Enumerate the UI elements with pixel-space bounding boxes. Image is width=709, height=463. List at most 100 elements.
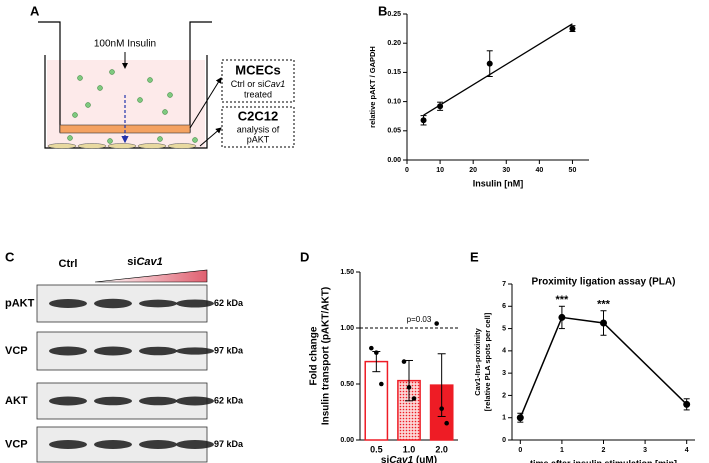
text-part: Ctrl or si <box>231 79 265 89</box>
marker <box>600 319 607 327</box>
blot-band <box>49 396 87 406</box>
lane-label: siCav1 <box>127 256 162 268</box>
x-tick-label: 50 <box>569 167 577 174</box>
y-axis-label: relative pAKT / GAPDH <box>368 46 377 128</box>
blot-band <box>176 299 214 308</box>
data-point <box>444 420 449 426</box>
data-point <box>401 359 407 364</box>
y-tick-label: 1.00 <box>340 325 354 332</box>
x-tick-label: 0.5 <box>370 444 383 454</box>
blot-band <box>49 440 87 449</box>
y-tick-label: 0.05 <box>387 128 401 135</box>
significance: *** <box>597 299 611 311</box>
chart-title: Proximity ligation assay (PLA) <box>532 277 676 288</box>
blot-band <box>139 346 177 356</box>
blot-band <box>139 299 177 308</box>
y-tick-label: 0.20 <box>387 40 401 47</box>
row-label: AKT <box>5 395 28 407</box>
marker <box>420 117 427 124</box>
data-point <box>411 396 417 401</box>
y-tick-label: 0.00 <box>387 157 401 164</box>
y-tick-label: 3 <box>502 370 506 377</box>
blot-band <box>139 440 177 449</box>
x-axis-label: Insulin [nM] <box>473 178 524 188</box>
y-tick-label: 0.25 <box>387 11 401 18</box>
y-tick-label: 5 <box>502 325 506 332</box>
x-tick-label: 10 <box>436 167 444 174</box>
blot-band <box>176 396 214 406</box>
marker <box>558 313 566 321</box>
size-label: 62 kDa <box>214 298 244 308</box>
y-axis-label: [relative PLA spots per cell] <box>483 312 492 411</box>
y-tick-label: 2 <box>502 392 506 399</box>
x-tick-label: 0 <box>405 167 409 174</box>
annotation: p=0.03 <box>407 315 432 324</box>
text-part: (uM) <box>413 455 437 463</box>
gene-name: Cav1 <box>136 256 162 268</box>
y-tick-label: 6 <box>502 303 506 310</box>
y-tick-label: 1.50 <box>340 269 354 276</box>
y-tick-label: 0 <box>502 437 506 444</box>
gene-name: Cav1 <box>389 455 413 463</box>
y-tick-label: 4 <box>502 348 506 355</box>
panel-label: D <box>300 249 309 264</box>
data-point <box>406 385 412 390</box>
x-tick-label: 3 <box>643 447 647 454</box>
x-tick-label: 4 <box>685 447 689 454</box>
bar <box>364 360 389 441</box>
gene-name: Cav1 <box>264 79 285 89</box>
blot-band <box>94 298 132 309</box>
size-label: 62 kDa <box>214 395 244 405</box>
row-label: VCP <box>5 345 28 357</box>
data-point <box>379 381 384 387</box>
dose-ramp <box>94 269 208 283</box>
blot-band <box>139 396 177 406</box>
x-axis-label: siCav1 (uM) <box>381 455 437 463</box>
box-text: treated <box>244 89 272 99</box>
y-tick-label: 1 <box>502 415 506 422</box>
x-tick-label: 2 <box>602 447 606 454</box>
y-tick-label: 0.10 <box>387 98 401 105</box>
x-tick-label: 1 <box>560 447 564 454</box>
blot-band <box>49 346 87 356</box>
significance: *** <box>555 294 569 306</box>
box-text: Ctrl or siCav1 <box>231 79 286 89</box>
blot-band <box>49 299 87 308</box>
row-label: VCP <box>5 438 28 450</box>
y-tick-label: 0.50 <box>340 381 354 388</box>
lane-label: Ctrl <box>59 258 78 270</box>
x-tick-label: 2.0 <box>435 444 448 454</box>
panel-label: E <box>470 249 479 264</box>
data-point <box>434 321 439 326</box>
text-part: si <box>381 455 390 463</box>
blot-band <box>94 396 132 406</box>
x-axis-label: time after insulin stimulation [min] <box>530 458 677 463</box>
box-title: MCECs <box>235 62 281 77</box>
x-tick-label: 1.0 <box>403 444 416 454</box>
x-tick-label: 0 <box>518 447 522 454</box>
marker <box>486 60 493 67</box>
box-text: pAKT <box>247 134 270 144</box>
y-axis-label: Fold change <box>309 326 320 385</box>
blot-band <box>176 440 214 449</box>
trend-line <box>423 23 573 116</box>
size-label: 97 kDa <box>214 345 244 355</box>
box-title: C2C12 <box>238 108 278 123</box>
y-axis-label: Cav1-Ins-proximity <box>473 327 482 395</box>
blot-band <box>94 346 132 356</box>
size-label: 97 kDa <box>214 439 244 449</box>
y-tick-label: 0.15 <box>387 69 401 76</box>
y-tick-label: 0.00 <box>340 437 354 444</box>
row-label: pAKT <box>5 297 35 309</box>
panel-label: B <box>378 3 387 18</box>
data-point <box>374 350 379 355</box>
y-tick-label: 7 <box>502 281 506 288</box>
x-tick-label: 40 <box>535 167 543 174</box>
line <box>519 316 688 419</box>
y-axis-label: Insulin transport (pAKT/AKT) <box>321 287 332 425</box>
box-text: analysis of <box>237 124 280 134</box>
data-point <box>439 406 444 411</box>
marker <box>683 400 691 408</box>
panel-label: A <box>30 3 40 18</box>
